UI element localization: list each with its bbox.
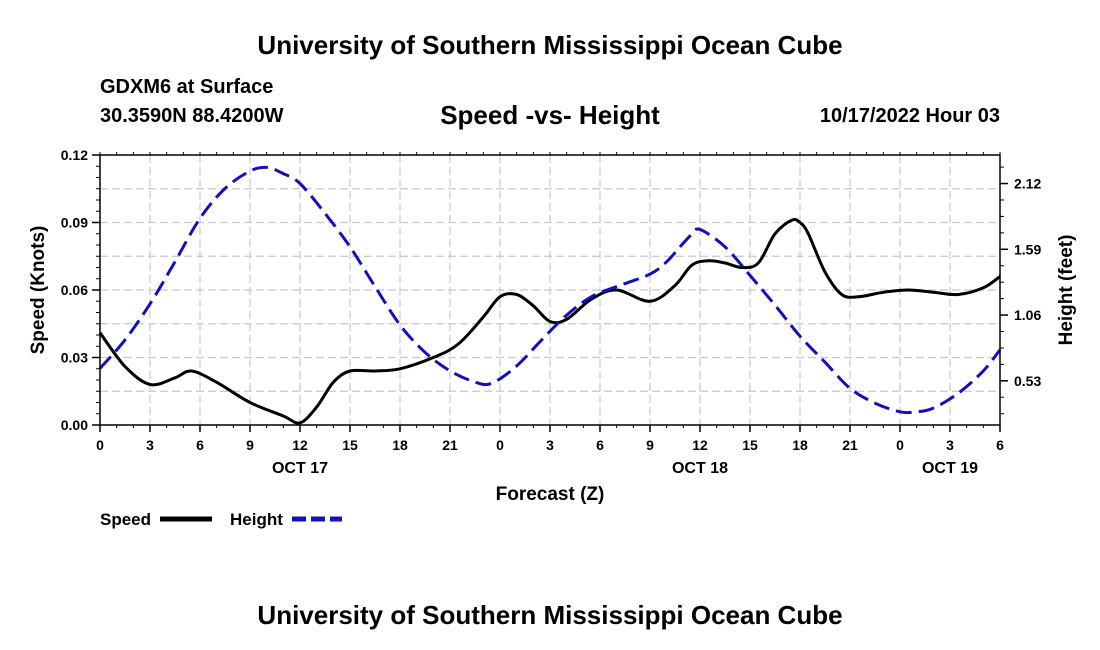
x-tick-label: 6 (996, 437, 1004, 453)
y-tick-label: 0.06 (61, 282, 88, 298)
axis-labels: 0 3 6 9 12 15 18 21 0 3 6 9 12 15 18 21 0 3 6 0.00 0.03 0.06 0… (61, 147, 1042, 477)
x-date-label: OCT 17 (272, 460, 328, 477)
x-tick-label: 12 (692, 437, 708, 453)
x-tick-label: 6 (596, 437, 604, 453)
y2-tick-label: 2.12 (1014, 176, 1041, 192)
page-title: University of Southern Mississippi Ocean… (257, 30, 843, 60)
speed-line (98, 218, 1001, 425)
x-tick-label: 6 (196, 437, 204, 453)
x-tick-label: 15 (342, 437, 358, 453)
station-label: GDXM6 at Surface (100, 76, 274, 98)
x-tick-label: 21 (842, 437, 858, 453)
station-coordinates: 30.3590N 88.4200W (100, 105, 284, 127)
height-line (98, 165, 1002, 415)
chart-title: Speed -vs- Height (440, 100, 660, 130)
x-tick-label: 3 (546, 437, 554, 453)
x-tick-label: 9 (646, 437, 654, 453)
y-tick-label: 0.09 (61, 215, 88, 231)
x-tick-label: 9 (246, 437, 254, 453)
axis-ticks (92, 152, 1008, 432)
legend-speed-label: Speed (100, 510, 151, 529)
x-tick-label: 18 (392, 437, 408, 453)
x-tick-label: 12 (292, 437, 308, 453)
x-tick-label: 21 (442, 437, 458, 453)
chart-legend: Speed Height (100, 510, 342, 529)
chart-grid (100, 155, 1000, 425)
y-tick-label: 0.00 (61, 417, 88, 433)
footer-title: University of Southern Mississippi Ocean… (257, 600, 843, 630)
x-date-label: OCT 18 (672, 460, 728, 477)
y-tick-label: 0.03 (61, 350, 88, 366)
y-tick-label: 0.12 (61, 147, 88, 163)
x-tick-label: 0 (896, 437, 904, 453)
x-tick-label: 3 (946, 437, 954, 453)
x-tick-label: 0 (96, 437, 104, 453)
y2-tick-label: 0.53 (1014, 373, 1041, 389)
forecast-datetime: 10/17/2022 Hour 03 (819, 105, 1000, 127)
chart-series (98, 165, 1002, 425)
x-tick-label: 18 (792, 437, 808, 453)
y2-tick-label: 1.59 (1014, 241, 1041, 257)
x-axis-title: Forecast (Z) (496, 484, 605, 505)
x-tick-label: 15 (742, 437, 758, 453)
y-axis-title: Speed (Knots) (28, 226, 49, 355)
legend-height-label: Height (230, 510, 283, 529)
y2-tick-label: 1.06 (1014, 307, 1041, 323)
x-tick-label: 0 (496, 437, 504, 453)
speed-height-chart: 0 3 6 9 12 15 18 21 0 3 6 9 12 15 18 21 0 3 6 0.00 0.03 0.06 0… (28, 147, 1077, 529)
y2-axis-title: Height (feet) (1056, 235, 1077, 346)
x-tick-label: 3 (146, 437, 154, 453)
x-date-label: OCT 19 (922, 460, 978, 477)
